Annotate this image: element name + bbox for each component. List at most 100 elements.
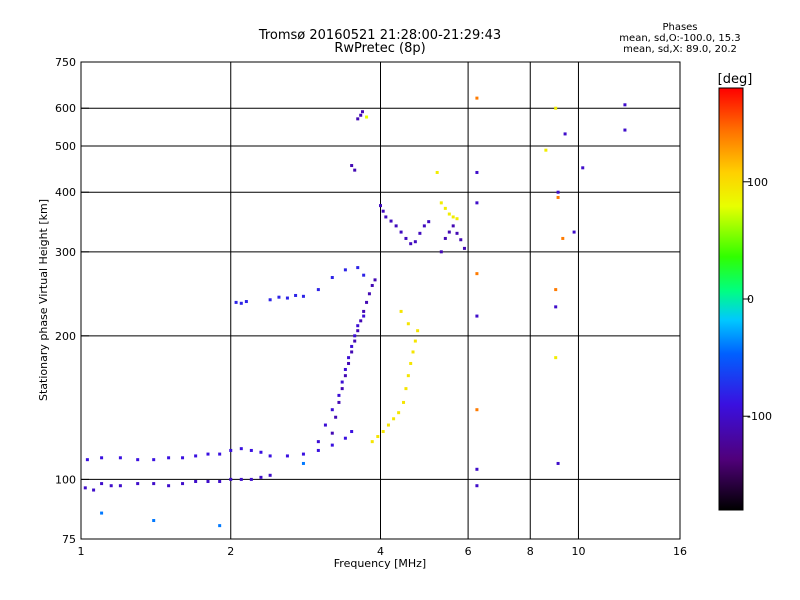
echo-point	[406, 374, 410, 378]
echo-point	[206, 452, 210, 456]
chart-title: Tromsø 20160521 21:28:00-21:29:43	[258, 28, 502, 43]
echo-point	[234, 300, 238, 304]
echo-point	[100, 511, 104, 515]
echo-point	[475, 467, 479, 471]
echo-point	[365, 115, 369, 119]
echo-point	[451, 215, 455, 219]
echo-point	[229, 448, 233, 452]
color-bar-ticks: 100 0 -100	[743, 176, 772, 423]
echo-point	[259, 475, 263, 479]
echo-point	[554, 288, 558, 292]
echo-point	[563, 132, 567, 136]
echo-point	[435, 170, 439, 174]
echo-point	[379, 204, 382, 208]
echo-point	[360, 110, 364, 114]
echo-point	[394, 224, 398, 228]
data-points-layer	[83, 96, 627, 528]
x-axis-label: Frequency [MHz]	[334, 557, 426, 570]
x-tick-label: 8	[527, 545, 534, 558]
echo-point	[475, 484, 479, 488]
echo-point	[100, 456, 104, 460]
echo-point	[389, 219, 393, 223]
phase-info-heading: Phases	[662, 22, 698, 33]
echo-point	[561, 236, 565, 240]
echo-point	[347, 361, 351, 365]
echo-point	[350, 430, 354, 434]
y-tick-label: 75	[62, 533, 76, 546]
echo-point	[268, 454, 272, 458]
x-tick-label: 10	[571, 545, 585, 558]
y-tick-label: 750	[55, 56, 76, 69]
echo-point	[239, 447, 243, 451]
echo-point	[359, 319, 363, 323]
echo-point	[439, 250, 443, 254]
echo-point	[404, 236, 408, 240]
echo-point	[343, 268, 347, 272]
echo-point	[330, 431, 334, 435]
plot-frame	[80, 61, 681, 540]
echo-point	[218, 524, 222, 528]
echo-point	[386, 423, 390, 427]
color-bar-tick-label: 0	[747, 293, 754, 306]
echo-point	[268, 473, 272, 477]
x-tick-label: 16	[673, 545, 687, 558]
echo-point	[455, 231, 459, 235]
grid-layer	[80, 62, 681, 539]
echo-point	[623, 128, 627, 132]
echo-point	[167, 456, 171, 460]
echo-point	[136, 458, 140, 462]
echo-point	[556, 190, 560, 194]
echo-point	[475, 272, 479, 276]
echo-point	[581, 166, 585, 170]
echo-point	[409, 361, 413, 365]
echo-point	[353, 339, 357, 343]
echo-point	[475, 408, 479, 412]
echo-point	[244, 300, 248, 304]
echo-point	[462, 246, 466, 250]
echo-point	[554, 356, 558, 360]
echo-point	[439, 201, 443, 205]
echo-point	[353, 168, 357, 172]
echo-point	[343, 436, 347, 440]
echo-point	[353, 334, 357, 338]
echo-point	[316, 440, 320, 444]
echo-point	[323, 423, 327, 427]
echo-point	[381, 430, 385, 434]
x-tick-label: 6	[465, 545, 472, 558]
echo-point	[443, 206, 447, 210]
echo-point	[572, 230, 576, 234]
echo-point	[427, 220, 431, 224]
phase-info-x-mode: mean, sd,X: 89.0, 20.2	[623, 44, 737, 55]
echo-point	[194, 454, 198, 458]
echo-point	[362, 314, 366, 318]
x-tick-label: 2	[227, 545, 234, 558]
color-bar-tick-label: 100	[747, 176, 768, 189]
y-tick-label: 400	[55, 186, 76, 199]
echo-point	[362, 309, 366, 313]
echo-point	[181, 456, 185, 460]
phase-info-o-mode: mean, sd,O:-100.0, 15.3	[619, 33, 741, 44]
echo-point	[475, 201, 479, 205]
y-tick-label: 200	[55, 330, 76, 343]
echo-point	[218, 452, 222, 456]
y-tick-label: 500	[55, 140, 76, 153]
echo-point	[392, 417, 396, 421]
echo-point	[239, 477, 243, 481]
echo-point	[83, 486, 87, 490]
echo-point	[268, 298, 272, 302]
echo-point	[337, 400, 341, 404]
echo-point	[330, 276, 334, 280]
echo-point	[206, 479, 210, 483]
echo-point	[376, 435, 380, 439]
echo-point	[413, 240, 417, 244]
x-tick-label: 4	[377, 545, 384, 558]
color-bar-tick-label: -100	[747, 410, 772, 423]
echo-point	[556, 195, 560, 199]
echo-point	[277, 295, 281, 299]
echo-point	[316, 448, 320, 452]
echo-point	[397, 411, 401, 415]
echo-point	[285, 454, 289, 458]
echo-point	[443, 236, 447, 240]
echo-point	[416, 329, 420, 333]
echo-point	[356, 324, 360, 328]
